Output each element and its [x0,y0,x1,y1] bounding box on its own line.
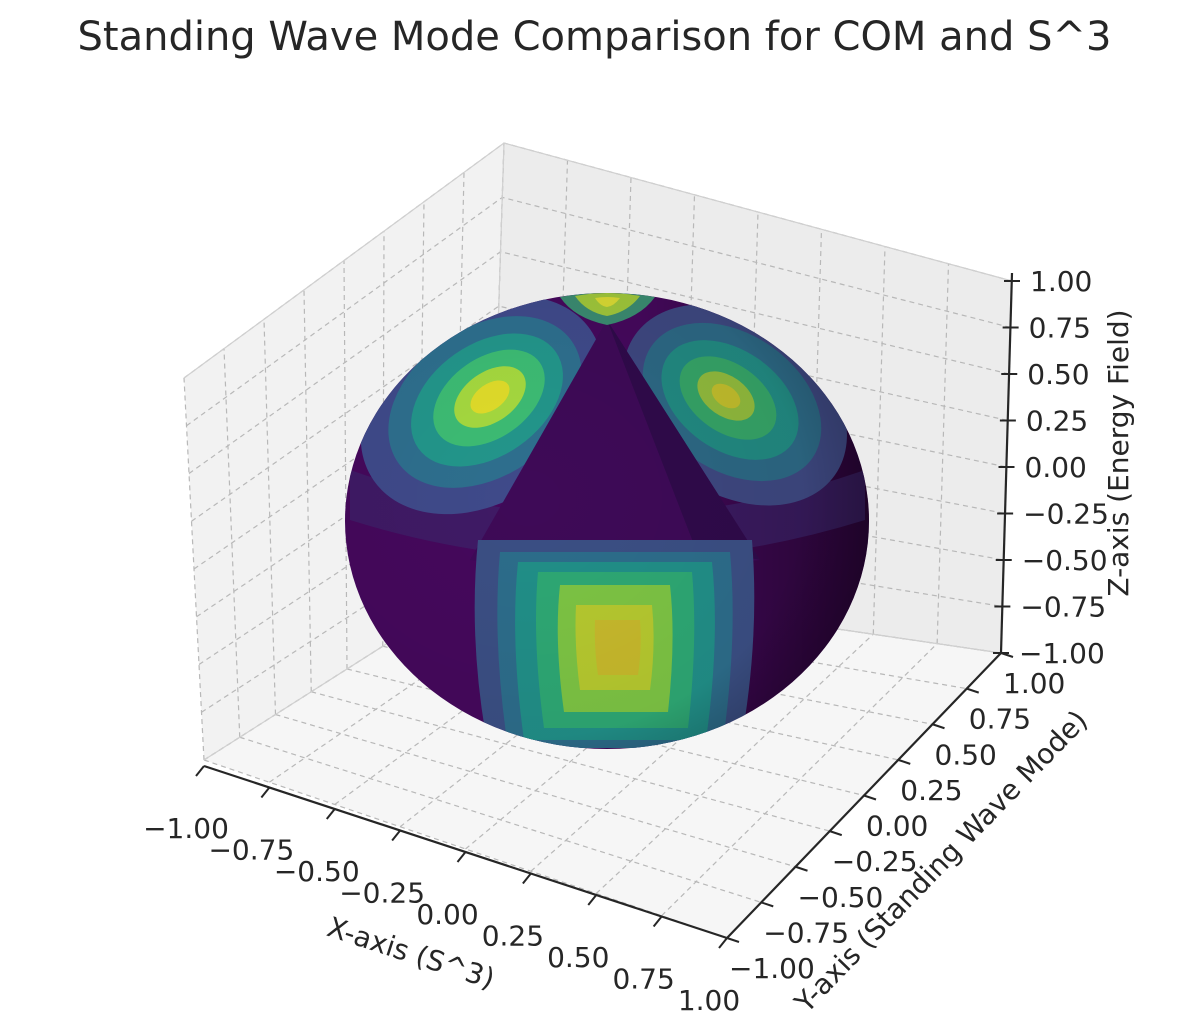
x-tick-mark [391,829,401,842]
y-tick-label: 0.75 [969,703,1031,736]
z-tick-label: −0.25 [1023,498,1109,531]
y-tick-label: −1.00 [729,952,815,985]
y-tick-label: −0.25 [832,845,918,878]
x-tick-label: −0.75 [208,834,294,867]
z-axis-label: Z-axis (Energy Field) [1102,309,1135,596]
x-tick-mark [522,872,532,885]
z-tick-label: −0.75 [1020,591,1106,624]
x-tick-mark [195,765,205,777]
sphere-surface [345,293,869,749]
y-tick-label: 0.50 [935,738,997,771]
y-tick-label: −0.75 [763,916,849,949]
x-tick-label: 1.00 [678,984,740,1017]
axis-ticks [195,280,1020,949]
z-tick-label: −1.00 [1019,637,1105,670]
y-tick-label: −0.50 [798,881,884,914]
x-tick-mark [325,808,336,820]
x-tick-label: 0.75 [612,963,674,996]
x-tick-mark [718,937,728,949]
x-tick-label: −0.25 [339,877,425,910]
x-tick-label: 0.50 [547,941,609,974]
y-tick-mark [897,758,911,765]
y-tick-mark [863,794,877,801]
y-tick-label: 0.00 [866,810,928,843]
x-tick-mark [587,894,598,906]
y-tick-label: 1.00 [1003,667,1065,700]
y-tick-mark [795,865,808,872]
z-tick-label: 0.75 [1029,312,1091,345]
x-tick-label: −0.50 [274,855,360,888]
x-tick-label: 0.00 [416,898,478,931]
x-tick-label: 0.25 [482,920,544,953]
z-tick-label: 1.00 [1030,265,1092,298]
y-tick-mark [966,687,980,694]
z-tick-label: 0.50 [1027,358,1089,391]
z-axis-line [999,272,1014,654]
y-tick-mark [932,723,945,730]
chart-title: Standing Wave Mode Comparison for COM an… [77,14,1112,60]
z-tick-label: −0.50 [1022,544,1108,577]
y-tick-mark [760,901,774,908]
y-tick-label: 0.25 [900,774,962,807]
x-tick-mark [652,915,663,928]
x-tick-mark [456,851,467,863]
z-tick-label: 0.00 [1025,451,1087,484]
y-tick-mark [829,830,843,837]
y-tick-mark [726,937,740,943]
tick-labels: −1.00−0.75−0.50−0.250.000.250.500.751.00… [143,265,1109,1017]
x-tick-mark [260,786,271,799]
x-tick-label: −1.00 [143,812,229,845]
z-tick-label: 0.25 [1026,405,1088,438]
